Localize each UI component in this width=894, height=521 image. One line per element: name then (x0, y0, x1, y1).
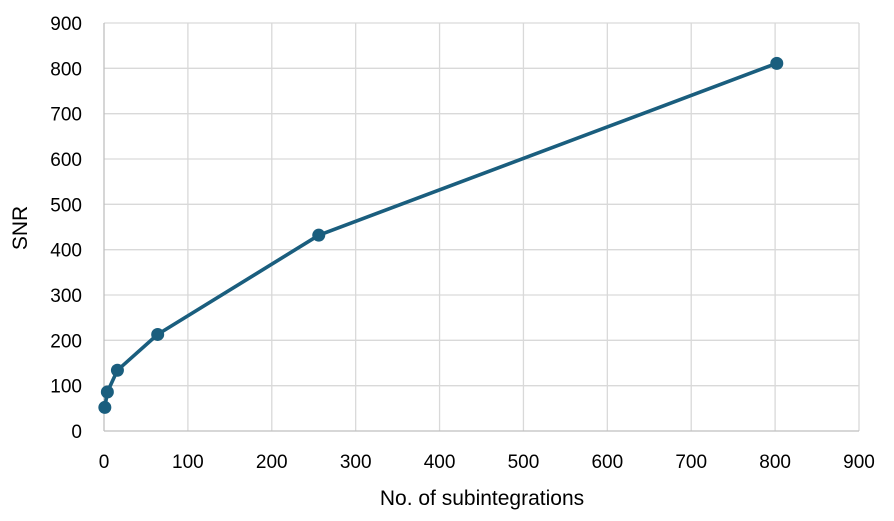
y-tick-label: 300 (50, 286, 82, 307)
gridlines (104, 22, 860, 431)
axes (103, 23, 859, 432)
x-tick-label: 0 (99, 452, 110, 473)
x-tick-label: 600 (591, 452, 623, 473)
x-tick-label: 700 (675, 452, 707, 473)
y-tick-label: 100 (50, 377, 82, 398)
y-axis-title: SNR (9, 206, 32, 250)
y-tick-label: 700 (50, 105, 82, 126)
x-tick-labels: 0 100 200 300 400 500 600 700 800 900 (99, 452, 875, 473)
data-point (312, 228, 326, 242)
y-tick-labels: 0 100 200 300 400 500 600 700 800 900 (50, 14, 82, 443)
x-tick-label: 400 (424, 452, 456, 473)
data-point (98, 400, 112, 414)
series-line (103, 61, 779, 410)
x-tick-label: 900 (843, 452, 875, 473)
y-tick-label: 600 (50, 150, 82, 171)
y-tick-label: 400 (50, 241, 82, 262)
data-point (100, 385, 114, 399)
x-tick-label: 100 (172, 452, 204, 473)
data-point (110, 363, 124, 377)
series-layer (98, 56, 784, 414)
data-point (770, 56, 784, 70)
x-tick-label: 200 (256, 452, 288, 473)
y-tick-label: 200 (50, 331, 82, 352)
x-tick-label: 500 (508, 452, 540, 473)
x-axis-title: No. of subintegrations (380, 487, 584, 510)
data-point (151, 327, 165, 341)
y-tick-label: 800 (50, 59, 82, 80)
y-tick-label: 900 (50, 14, 82, 35)
y-tick-label: 0 (71, 422, 82, 443)
x-tick-label: 800 (759, 452, 791, 473)
x-tick-label: 300 (340, 452, 372, 473)
y-tick-label: 500 (50, 195, 82, 216)
